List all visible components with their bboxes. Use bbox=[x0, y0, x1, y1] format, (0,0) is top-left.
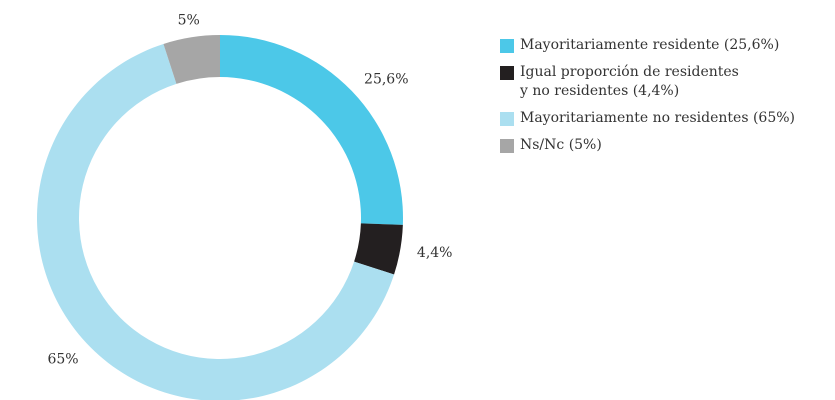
legend-swatch bbox=[500, 39, 514, 53]
legend-item: Mayoritariamente residente (25,6%) bbox=[500, 36, 795, 55]
legend-swatch bbox=[500, 112, 514, 126]
legend-swatch bbox=[500, 139, 514, 153]
donut-segment bbox=[354, 223, 403, 275]
data-label: 5% bbox=[178, 12, 200, 28]
legend-label: Ns/Nc (5%) bbox=[520, 137, 602, 153]
legend-item: Igual proporción de residentes y no resi… bbox=[500, 63, 795, 101]
donut-segment bbox=[220, 35, 403, 225]
legend-label: Igual proporción de residentes y no resi… bbox=[520, 64, 739, 99]
legend-label: Mayoritariamente no residentes (65%) bbox=[520, 110, 796, 126]
legend-item: Ns/Nc (5%) bbox=[500, 136, 795, 155]
chart: 25,6% 4,4% 65% 5% bbox=[37, 12, 453, 400]
legend-label: Mayoritariamente residente (25,6%) bbox=[520, 37, 780, 53]
legend: Mayoritariamente residente (25,6%) Igual … bbox=[500, 36, 795, 163]
data-label: 4,4% bbox=[417, 245, 453, 261]
legend-item: Mayoritariamente no residentes (65%) bbox=[500, 109, 795, 128]
donut-segment bbox=[163, 35, 220, 84]
data-label: 65% bbox=[47, 351, 78, 367]
legend-swatch bbox=[500, 66, 514, 80]
data-label: 25,6% bbox=[364, 71, 408, 87]
